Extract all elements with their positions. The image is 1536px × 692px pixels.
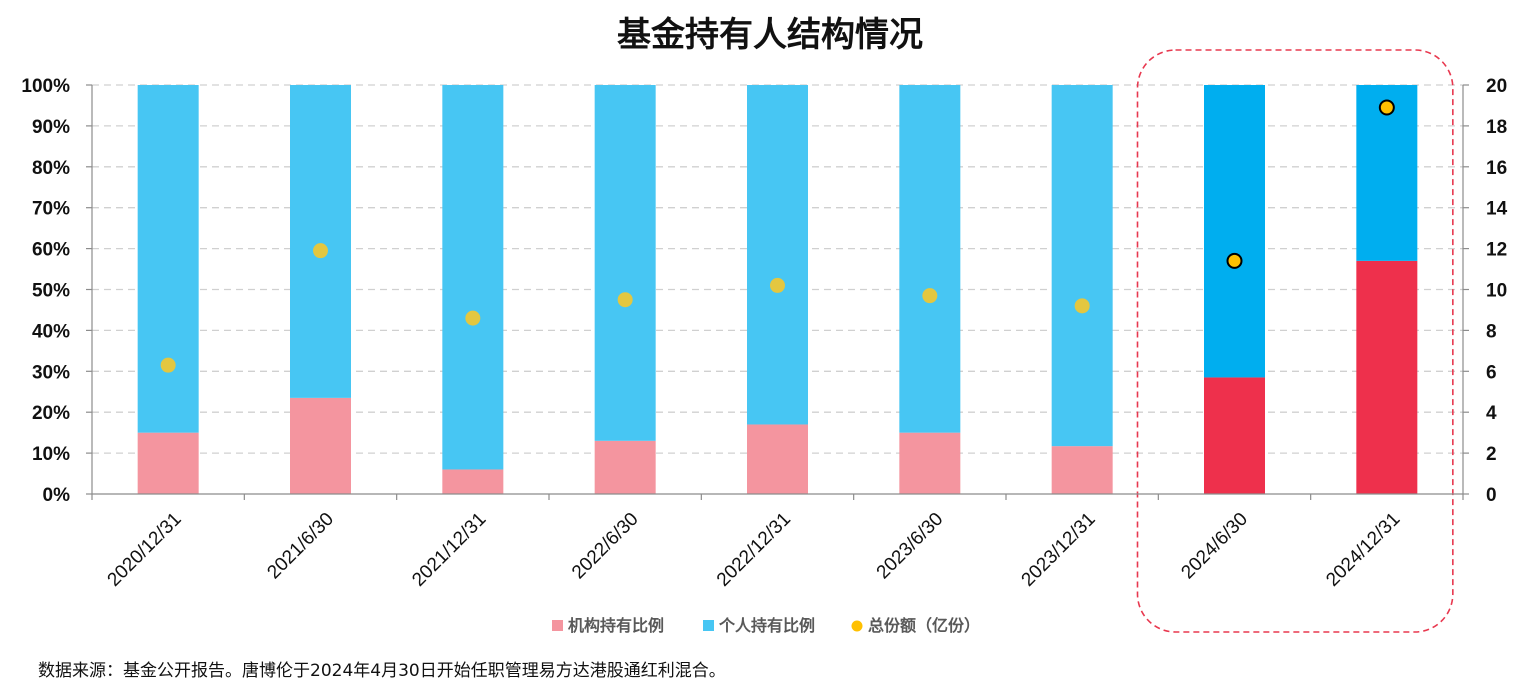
bar-institution <box>137 432 199 494</box>
bar-institution <box>899 432 961 494</box>
y-left-tick-label: 10% <box>32 444 70 465</box>
legend: 机构持有比例 个人持有比例 总份额（亿份） <box>552 616 980 635</box>
dot-total-shares <box>160 357 176 373</box>
dot-total-shares <box>465 310 481 326</box>
right-y-axis-ticks: 0 2 4 6 8 10 12 14 16 18 20 <box>1486 76 1508 506</box>
x-tick-label: 2021/6/30 <box>263 509 338 584</box>
highlight-frame <box>1136 49 1454 633</box>
y-left-tick-label: 70% <box>32 199 70 220</box>
bar-individual <box>1051 85 1113 447</box>
y-left-tick-label: 90% <box>32 117 70 138</box>
bar-individual <box>290 85 351 398</box>
legend-label-institution: 机构持有比例 <box>568 616 664 635</box>
y-left-tick-label: 100% <box>21 76 70 97</box>
legend-label-individual: 个人持有比例 <box>718 616 815 635</box>
y-left-tick-label: 0% <box>43 485 71 506</box>
y-right-tick-label: 6 <box>1486 362 1497 383</box>
y-right-tick-label: 0 <box>1486 485 1497 506</box>
y-right-tick-label: 8 <box>1486 321 1497 342</box>
y-right-tick-label: 4 <box>1486 403 1497 424</box>
bar-individual <box>1204 85 1265 378</box>
bar-institution <box>1204 377 1265 494</box>
y-right-tick-label: 14 <box>1486 199 1508 220</box>
y-left-tick-label: 40% <box>32 321 70 342</box>
highlight-box <box>1136 49 1454 633</box>
x-tick-label: 2022/12/31 <box>713 509 795 591</box>
bar-institution <box>747 424 808 494</box>
y-right-tick-label: 2 <box>1486 444 1497 465</box>
axes <box>86 84 1469 500</box>
x-tick-label: 2020/12/31 <box>104 509 186 591</box>
source-note: 数据来源：基金公开报告。唐博伦于2024年4月30日开始任职管理易方达港股通红利… <box>38 661 726 681</box>
bar-individual <box>747 85 808 425</box>
bar-institution <box>1051 446 1113 494</box>
legend-label-total-shares: 总份额（亿份） <box>868 616 980 635</box>
bar-individual <box>594 85 656 441</box>
x-tick-label: 2023/6/30 <box>873 509 948 584</box>
y-right-tick-label: 10 <box>1486 281 1507 302</box>
y-left-tick-label: 50% <box>32 281 70 302</box>
dot-total-shares <box>617 292 633 308</box>
legend-swatch-total-shares <box>851 620 863 632</box>
left-y-axis-ticks: 0% 10% 20% 30% 40% 50% 60% 70% 80% 90% 100% <box>21 76 70 506</box>
x-tick-label: 2021/12/31 <box>408 509 490 591</box>
y-right-tick-label: 12 <box>1486 240 1507 261</box>
y-left-tick-label: 20% <box>32 403 70 424</box>
chart-title: 基金持有人结构情况 <box>617 15 923 55</box>
x-tick-label: 2024/12/31 <box>1322 509 1404 591</box>
bar-institution <box>442 469 504 494</box>
x-tick-label: 2024/6/30 <box>1177 509 1252 584</box>
bars-group <box>137 85 1418 494</box>
bar-individual <box>137 85 199 433</box>
y-left-tick-label: 30% <box>32 362 70 383</box>
dot-total-shares <box>1226 252 1243 269</box>
legend-swatch-individual <box>703 620 714 631</box>
bar-individual <box>442 85 504 470</box>
dot-total-shares <box>313 243 328 259</box>
chart-canvas: 基金持有人结构情况 0% 10% 20% 30% 40% 50% 60% 70% 80% 90% 1… <box>21 15 1508 635</box>
x-axis-ticks: 2020/12/31 2021/6/30 2021/12/31 2022/6/30 20… <box>104 509 1405 591</box>
dot-total-shares <box>922 288 938 304</box>
bar-institution <box>594 440 656 494</box>
y-left-tick-label: 60% <box>32 240 70 261</box>
dot-total-shares <box>1074 298 1090 314</box>
dot-total-shares <box>1378 99 1395 116</box>
dots-group <box>160 99 1395 373</box>
bar-individual <box>899 85 961 433</box>
bar-institution <box>290 397 351 494</box>
y-left-tick-label: 80% <box>32 158 70 179</box>
legend-swatch-institution <box>552 620 563 631</box>
y-right-tick-label: 18 <box>1486 117 1507 138</box>
x-tick-label: 2022/6/30 <box>568 509 643 584</box>
y-right-tick-label: 16 <box>1486 158 1507 179</box>
x-tick-label: 2023/12/31 <box>1018 509 1100 591</box>
dot-total-shares <box>770 277 785 293</box>
bar-institution <box>1356 260 1418 494</box>
y-right-tick-label: 20 <box>1486 76 1507 97</box>
